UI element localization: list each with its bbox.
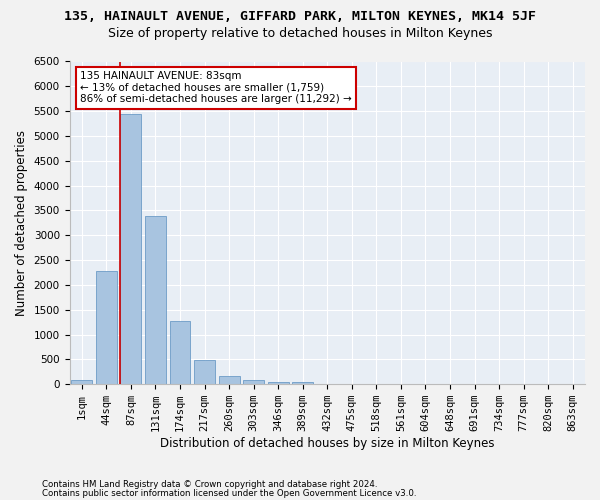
Bar [268, 382, 289, 384]
Bar [170, 320, 190, 384]
Bar [194, 360, 215, 384]
Text: Contains public sector information licensed under the Open Government Licence v3: Contains public sector information licen… [42, 490, 416, 498]
Text: 135 HAINAULT AVENUE: 83sqm
← 13% of detached houses are smaller (1,759)
86% of s: 135 HAINAULT AVENUE: 83sqm ← 13% of deta… [80, 71, 352, 104]
Bar [218, 376, 239, 384]
Bar [243, 380, 264, 384]
Bar [292, 382, 313, 384]
Bar [145, 216, 166, 384]
Y-axis label: Number of detached properties: Number of detached properties [15, 130, 28, 316]
Text: Size of property relative to detached houses in Milton Keynes: Size of property relative to detached ho… [108, 28, 492, 40]
Bar [71, 380, 92, 384]
X-axis label: Distribution of detached houses by size in Milton Keynes: Distribution of detached houses by size … [160, 437, 494, 450]
Bar [121, 114, 142, 384]
Text: Contains HM Land Registry data © Crown copyright and database right 2024.: Contains HM Land Registry data © Crown c… [42, 480, 377, 489]
Bar [96, 271, 117, 384]
Text: 135, HAINAULT AVENUE, GIFFARD PARK, MILTON KEYNES, MK14 5JF: 135, HAINAULT AVENUE, GIFFARD PARK, MILT… [64, 10, 536, 23]
